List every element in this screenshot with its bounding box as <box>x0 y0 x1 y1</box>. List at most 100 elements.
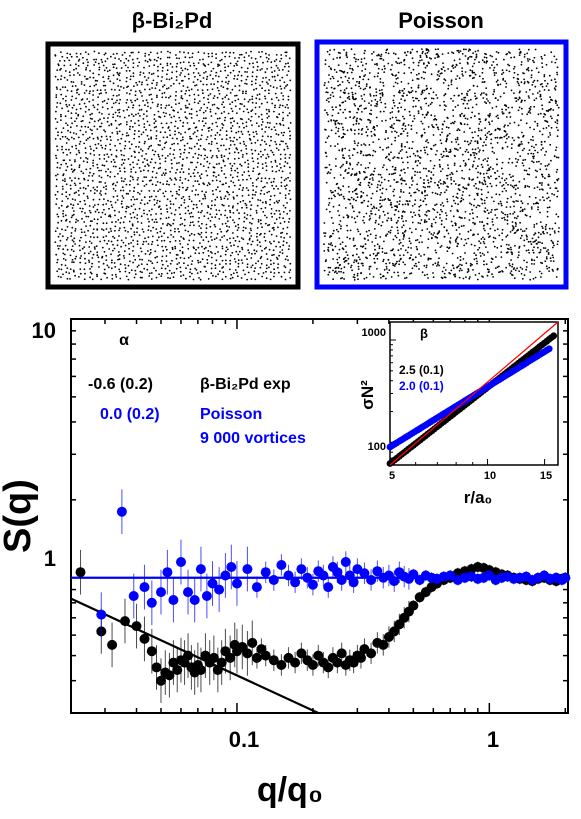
vortex-dot <box>475 206 478 209</box>
vortex-dot <box>233 221 236 224</box>
vortex-dot <box>545 256 548 258</box>
vortex-dot <box>236 202 239 205</box>
vortex-dot <box>274 222 276 225</box>
vortex-dot <box>60 219 63 222</box>
vortex-dot <box>334 195 336 198</box>
vortex-dot <box>88 121 91 124</box>
vortex-dot <box>195 68 198 70</box>
vortex-dot <box>65 95 67 98</box>
vortex-dot <box>466 140 469 143</box>
vortex-dot <box>412 167 414 170</box>
vortex-dot <box>538 188 541 191</box>
vortex-dot <box>231 276 234 279</box>
vortex-dot <box>402 92 405 95</box>
vortex-dot <box>225 182 227 185</box>
vortex-dot <box>386 219 389 222</box>
vortex-dot <box>197 211 200 214</box>
vortex-dot <box>382 84 385 87</box>
vortex-dot <box>63 64 66 67</box>
vortex-dot <box>385 188 388 191</box>
vortex-dot <box>354 104 357 107</box>
vortex-dot <box>241 189 244 192</box>
vortex-dot <box>246 266 249 268</box>
vortex-dot <box>183 224 186 227</box>
vortex-dot <box>69 254 72 257</box>
vortex-dot <box>480 163 483 166</box>
vortex-dot <box>85 131 87 133</box>
vortex-dot <box>341 148 344 151</box>
vortex-dot <box>156 239 159 242</box>
vortex-dot <box>357 107 359 110</box>
vortex-dot <box>456 245 459 248</box>
vortex-dot <box>158 89 161 92</box>
vortex-dot <box>328 74 330 76</box>
vortex-dot <box>83 199 86 202</box>
vortex-dot <box>508 70 511 73</box>
vortex-dot <box>434 221 437 224</box>
vortex-dot <box>125 237 127 239</box>
vortex-dot <box>197 148 200 151</box>
vortex-dot <box>392 248 394 251</box>
vortex-dot <box>82 56 84 59</box>
vortex-dot <box>534 48 537 51</box>
vortex-dot <box>494 214 497 216</box>
vortex-dot <box>510 56 512 59</box>
vortex-dot <box>372 51 375 53</box>
vortex-dot <box>423 97 426 100</box>
vortex-dot <box>518 54 521 56</box>
vortex-dot <box>288 130 291 133</box>
vortex-dot <box>488 101 491 104</box>
vortex-dot <box>327 120 330 123</box>
vortex-dot <box>252 184 254 187</box>
vortex-dot <box>194 180 197 183</box>
vortex-dot <box>153 64 156 67</box>
vortex-dot <box>238 108 241 110</box>
vortex-dot <box>147 105 149 108</box>
vortex-dot <box>146 202 149 205</box>
vortex-dot <box>413 115 416 117</box>
vortex-dot <box>496 114 499 117</box>
vortex-dot <box>215 179 218 182</box>
vortex-dot <box>151 87 154 89</box>
vortex-dot <box>432 208 434 210</box>
vortex-dot <box>552 246 554 249</box>
vortex-dot <box>518 106 521 109</box>
vortex-dot <box>504 213 507 216</box>
vortex-dot <box>467 230 470 233</box>
vortex-dot <box>532 249 534 252</box>
vortex-dot <box>109 171 112 173</box>
vortex-dot <box>146 120 149 123</box>
vortex-dot <box>93 120 96 123</box>
vortex-dot <box>513 277 516 280</box>
vortex-dot <box>173 109 176 112</box>
vortex-dot <box>74 228 77 230</box>
vortex-dot <box>82 62 85 65</box>
vortex-dot <box>283 220 286 223</box>
vortex-dot <box>419 162 421 165</box>
vortex-dot <box>416 171 419 174</box>
vortex-dot <box>392 157 395 160</box>
vortex-dot <box>163 84 166 86</box>
vortex-dot <box>265 56 268 59</box>
vortex-dot <box>432 234 435 236</box>
vortex-dot <box>173 115 176 118</box>
vortex-dot <box>80 228 83 231</box>
vortex-dot <box>178 116 181 119</box>
vortex-dot <box>136 214 139 216</box>
vortex-dot <box>181 223 184 225</box>
vortex-dot <box>148 190 151 192</box>
vortex-dot <box>495 105 498 108</box>
vortex-dot <box>516 230 518 232</box>
vortex-dot <box>126 92 128 94</box>
vortex-dot <box>181 246 184 249</box>
vortex-dot <box>452 122 455 125</box>
vortex-dot <box>373 94 375 97</box>
vortex-dot <box>536 151 539 154</box>
vortex-dot <box>372 205 375 208</box>
vortex-dot <box>233 184 236 187</box>
vortex-dot <box>263 232 266 235</box>
vortex-dot <box>521 210 524 213</box>
vortex-dot <box>97 119 100 122</box>
vortex-dot <box>282 134 285 137</box>
vortex-dot <box>398 200 401 203</box>
